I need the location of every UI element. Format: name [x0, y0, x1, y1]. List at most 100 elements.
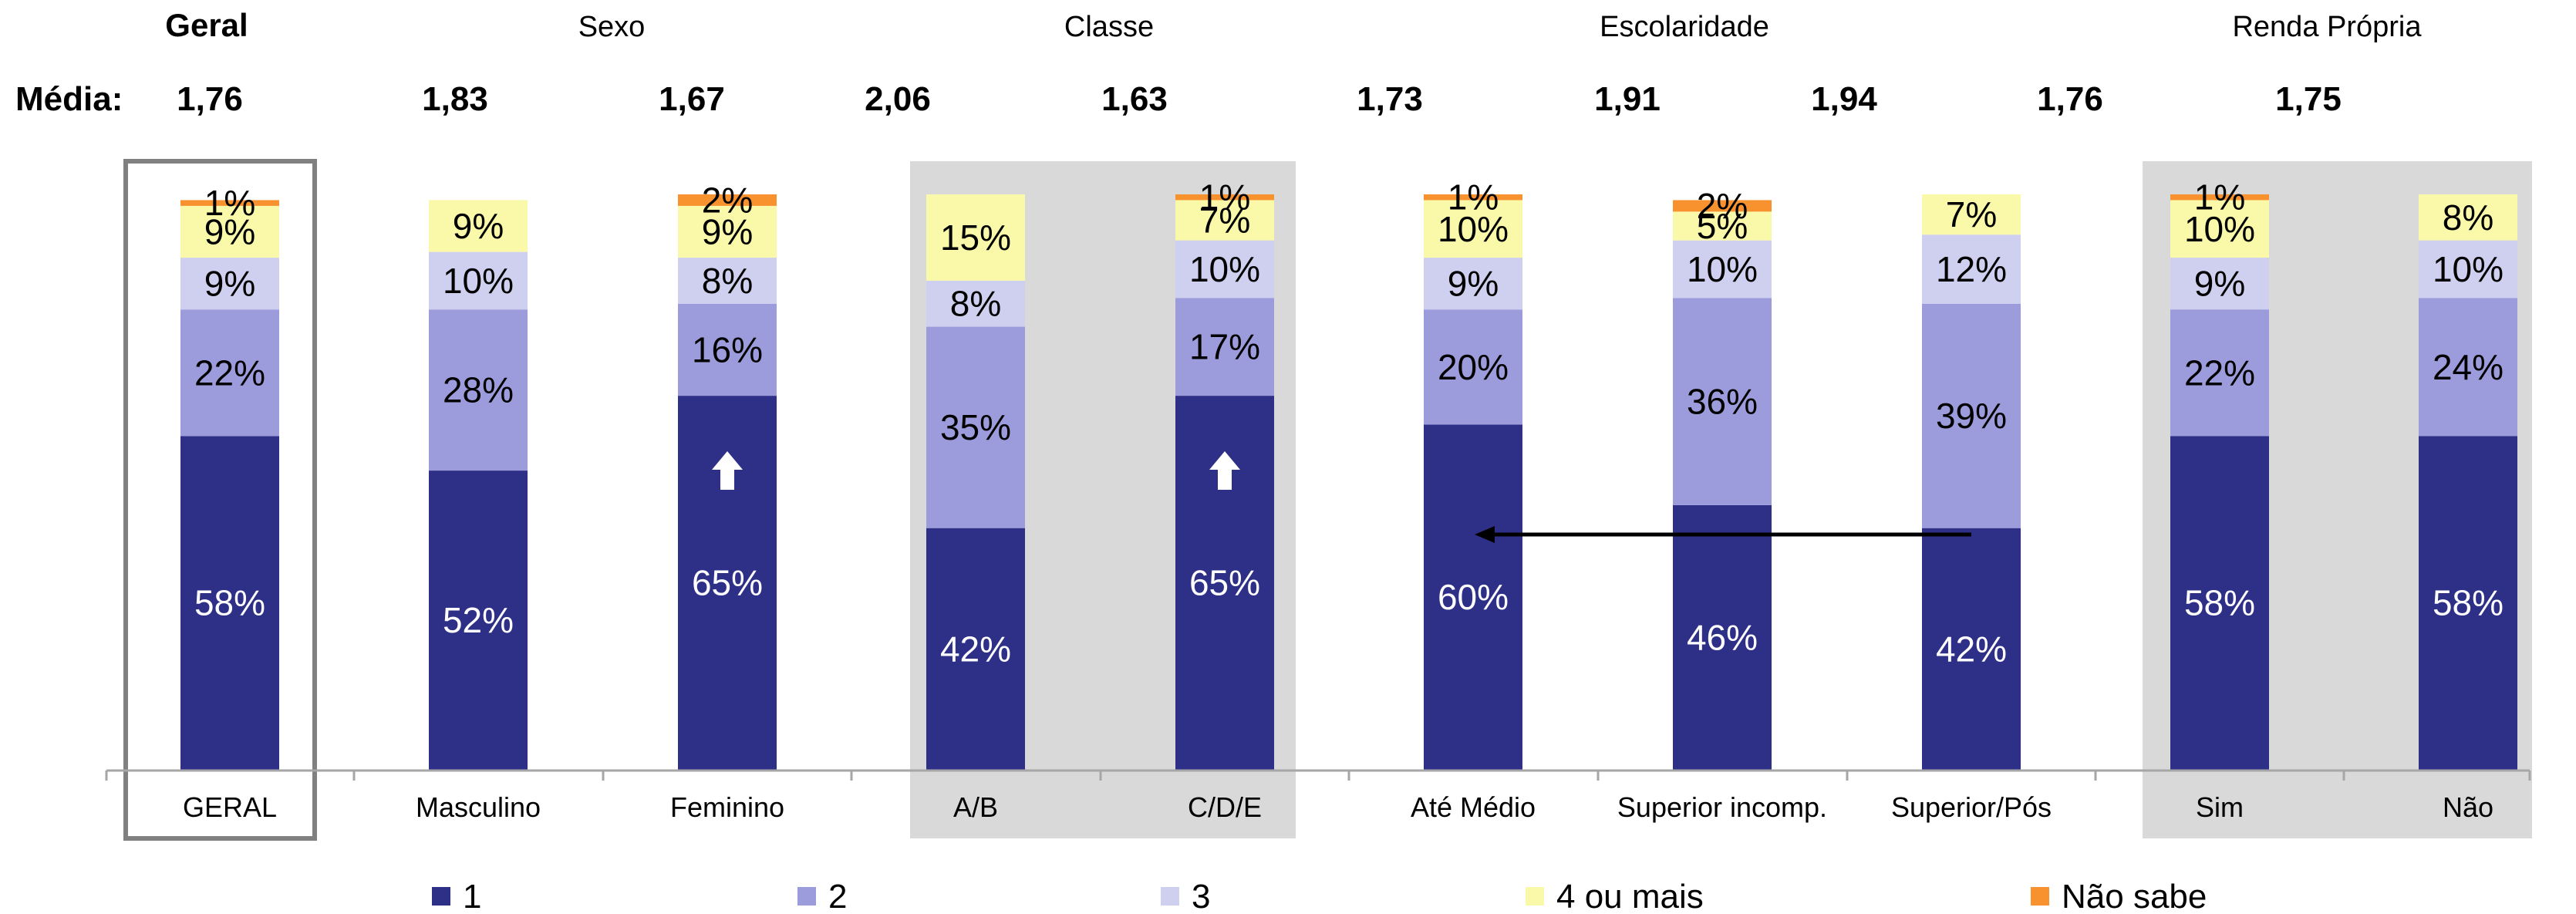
group-header-sexo: Sexo: [578, 11, 646, 43]
bar-segment-2: [2170, 258, 2269, 310]
data-label: 58%: [2184, 583, 2255, 623]
data-label: 12%: [1936, 249, 2007, 289]
data-label: 15%: [940, 218, 1011, 258]
media-row: Média: 1,76 1,83 1,67 2,06 1,63 1,73 1,91 1,94 1…: [15, 80, 2342, 118]
category-label: Masculino: [416, 791, 541, 823]
legend: 1 2 3 4 ou mais Não sabe: [432, 878, 2207, 914]
data-label: 42%: [940, 629, 1011, 669]
data-label: 58%: [194, 583, 265, 623]
data-label: 20%: [1438, 347, 1509, 387]
data-label: 52%: [443, 600, 514, 640]
media-value: 1,76: [177, 80, 243, 118]
category-label: GERAL: [183, 791, 277, 823]
data-label: 7%: [1199, 201, 1250, 241]
data-label: 10%: [2433, 249, 2504, 289]
bar-segment-1: [1673, 298, 1772, 505]
bar-segment-2: [2419, 240, 2517, 298]
category-label: Feminino: [670, 791, 784, 823]
media-value: 2,06: [865, 80, 931, 118]
bar-segment-0: [1424, 424, 1522, 770]
bar-segment-0: [1673, 504, 1772, 770]
bar-segment-3: [2170, 200, 2269, 258]
legend-label: 1: [463, 878, 481, 914]
data-label: 2%: [1697, 186, 1748, 226]
data-label: 35%: [940, 407, 1011, 447]
data-label: 10%: [1687, 249, 1758, 289]
data-label: 22%: [194, 352, 265, 393]
bar-segment-3: [926, 194, 1025, 281]
category-label: Superior/Pós: [1891, 791, 2052, 823]
data-label: 1%: [2194, 177, 2245, 218]
data-label: 9%: [702, 211, 753, 251]
data-label: 1%: [1199, 177, 1250, 218]
data-label: 9%: [453, 206, 504, 246]
bar-segment-0: [429, 470, 528, 770]
category-label: C/D/E: [1188, 791, 1262, 823]
data-label: 8%: [702, 261, 753, 301]
data-label: 28%: [443, 370, 514, 410]
category-label: Superior incomp.: [1617, 791, 1827, 823]
bar-segment-3: [1175, 200, 1274, 241]
data-label: 5%: [1697, 206, 1748, 246]
category-label: Até Médio: [1411, 791, 1536, 823]
group-header-classe: Classe: [1064, 11, 1154, 43]
media-value: 1,73: [1357, 80, 1423, 118]
legend-label: 3: [1192, 878, 1210, 914]
legend-label: Não sabe: [2062, 878, 2207, 914]
media-label: Média:: [15, 80, 123, 118]
bar-segment-3: [1424, 200, 1522, 258]
bar-segment-4: [1424, 194, 1522, 201]
bar-segment-1: [2170, 309, 2269, 437]
data-label: 2%: [702, 180, 753, 220]
group-header-renda: Renda Própria: [2232, 11, 2422, 43]
bar-segment-3: [1673, 211, 1772, 241]
bar-segment-1: [429, 309, 528, 471]
bar-segment-3: [2419, 194, 2517, 241]
legend-swatch: [1161, 887, 1179, 906]
bar-segment-2: [926, 280, 1025, 327]
bar-segment-2: [1673, 240, 1772, 298]
x-axis: GERAL Masculino Feminino A/B C/D/E Até Médio S…: [105, 769, 2531, 823]
media-value: 1,76: [2037, 80, 2103, 118]
bar-segment-2: [429, 251, 528, 310]
data-label: 46%: [1687, 617, 1758, 657]
bar-segment-1: [678, 303, 777, 396]
category-label: Sim: [2196, 791, 2244, 823]
data-label: 1%: [1448, 177, 1499, 218]
up-arrow-icon: [1209, 451, 1240, 490]
data-label: 7%: [1946, 194, 1997, 234]
media-value: 1,83: [422, 80, 488, 118]
bar-segment-2: [678, 258, 777, 304]
data-label: 65%: [1189, 563, 1260, 603]
data-label: 9%: [1448, 264, 1499, 304]
bar-segment-4: [2170, 194, 2269, 201]
bar-segment-1: [1175, 298, 1274, 396]
legend-swatch: [1526, 887, 1544, 906]
data-label: 9%: [204, 264, 255, 304]
category-label: A/B: [953, 791, 998, 823]
comparison-arrow-head-icon: [1475, 526, 1495, 543]
bar-segment-4: [1673, 200, 1772, 212]
bar-segment-4: [678, 194, 777, 206]
media-value: 1,91: [1594, 80, 1661, 118]
data-label: 22%: [2184, 352, 2255, 393]
data-label: 60%: [1438, 577, 1509, 617]
data-label: 17%: [1189, 327, 1260, 367]
bar-segment-0: [180, 436, 279, 770]
legend-label: 4 ou mais: [1556, 878, 1704, 914]
bar-segment-0: [926, 528, 1025, 770]
data-label: 16%: [692, 329, 763, 369]
bar-segment-2: [1922, 234, 2021, 304]
media-value: 1,94: [1811, 80, 1877, 118]
bar-segment-1: [180, 309, 279, 437]
bar-segment-2: [180, 258, 279, 310]
geral-frame: [123, 159, 317, 841]
data-label: 10%: [1189, 249, 1260, 289]
bar-segment-3: [1922, 194, 2021, 235]
data-label: 42%: [1936, 629, 2007, 669]
bar-segment-1: [1424, 309, 1522, 425]
bar-segment-1: [926, 326, 1025, 528]
bar-segment-1: [1922, 303, 2021, 528]
data-label: 39%: [1936, 396, 2007, 436]
